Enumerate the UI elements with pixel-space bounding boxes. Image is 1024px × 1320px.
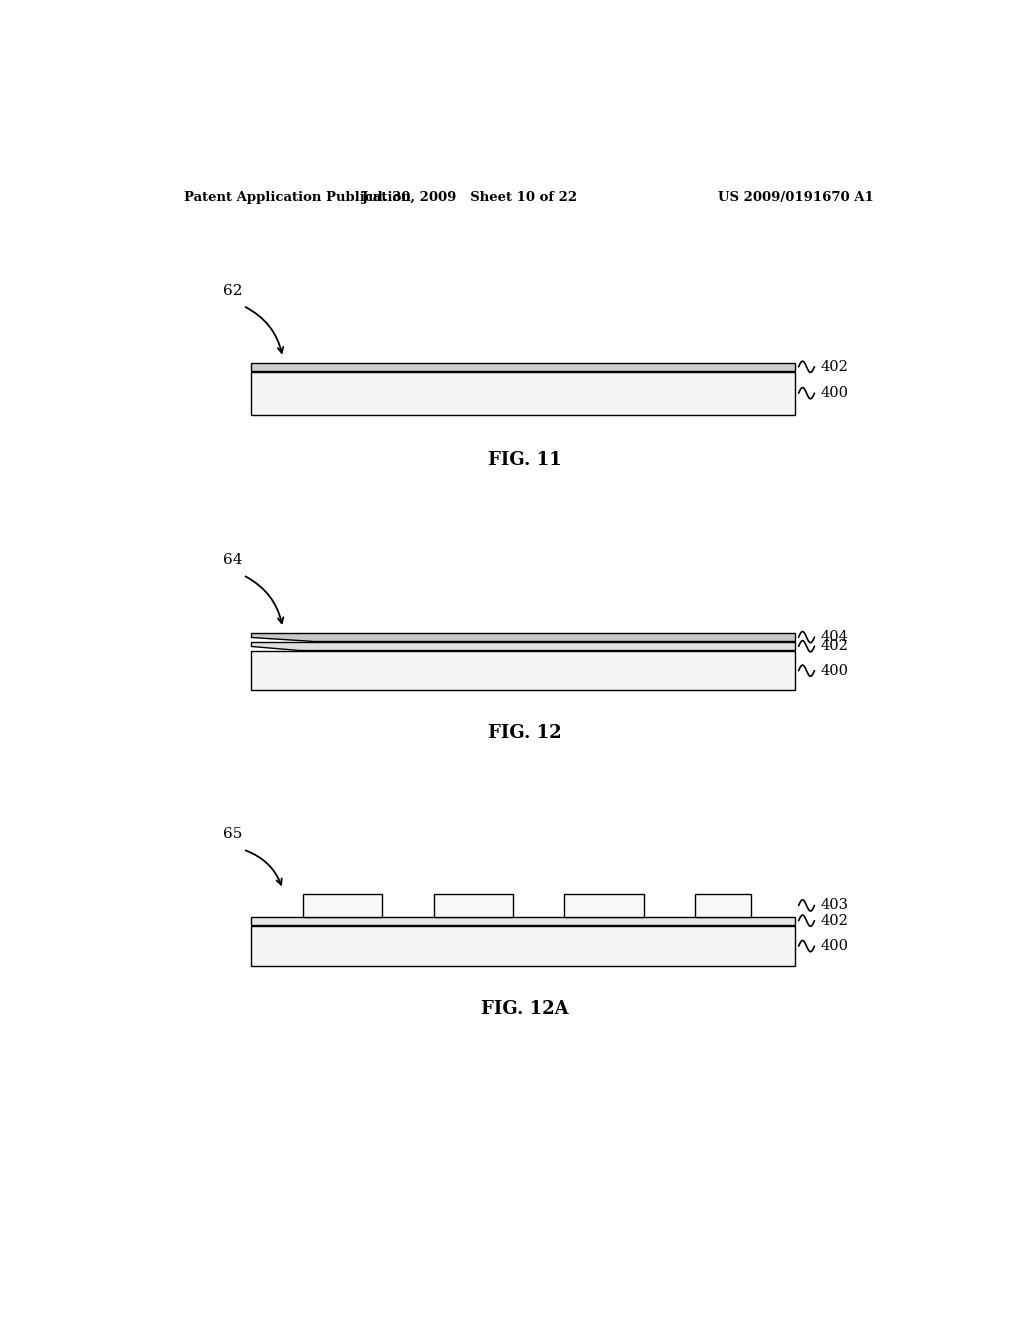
Text: US 2009/0191670 A1: US 2009/0191670 A1: [718, 191, 873, 203]
Text: 402: 402: [821, 913, 849, 928]
Text: 403: 403: [821, 899, 849, 912]
Text: Patent Application Publication: Patent Application Publication: [183, 191, 411, 203]
Text: 400: 400: [821, 387, 849, 400]
Text: 64: 64: [223, 553, 243, 566]
Bar: [564, 894, 644, 916]
Bar: [433, 894, 513, 916]
Bar: [251, 372, 795, 414]
Text: 62: 62: [223, 284, 243, 297]
Text: FIG. 12: FIG. 12: [488, 723, 561, 742]
Bar: [303, 894, 382, 916]
Text: FIG. 11: FIG. 11: [488, 451, 561, 470]
Polygon shape: [251, 634, 795, 642]
Bar: [251, 651, 795, 690]
Bar: [251, 925, 795, 966]
Text: 402: 402: [821, 639, 849, 653]
Bar: [251, 363, 795, 371]
Text: 65: 65: [223, 828, 243, 841]
Text: 404: 404: [821, 630, 849, 644]
Text: FIG. 12A: FIG. 12A: [481, 1001, 568, 1018]
Text: 400: 400: [821, 664, 849, 677]
Bar: [251, 916, 795, 925]
Text: Jul. 30, 2009   Sheet 10 of 22: Jul. 30, 2009 Sheet 10 of 22: [361, 191, 577, 203]
Bar: [695, 894, 751, 916]
Text: 402: 402: [821, 360, 849, 374]
Polygon shape: [251, 643, 795, 651]
Text: 400: 400: [821, 939, 849, 953]
